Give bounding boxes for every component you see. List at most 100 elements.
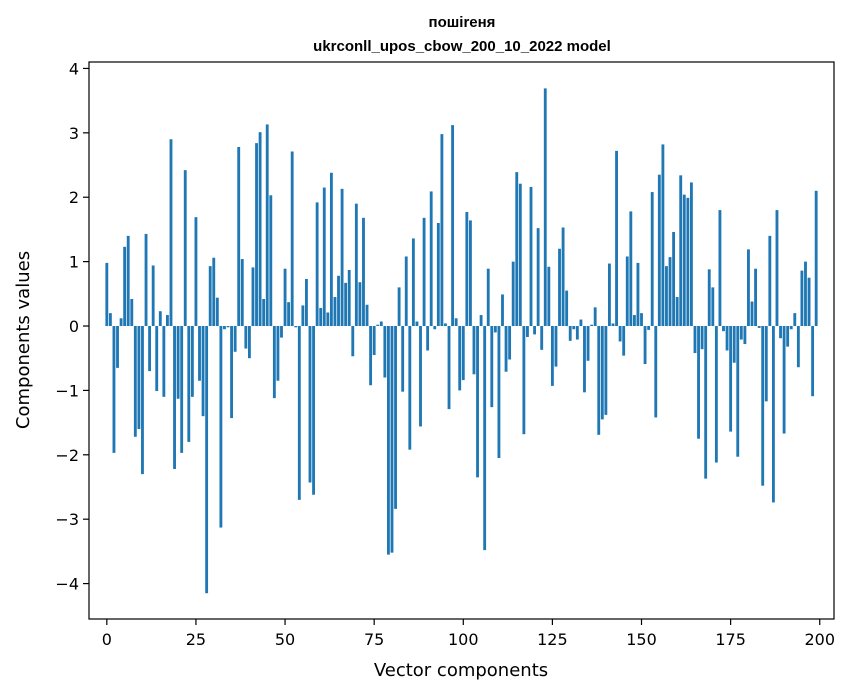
bar-59	[315, 202, 319, 327]
bar-191	[786, 326, 790, 347]
bar-113	[508, 326, 512, 360]
bar-165	[693, 326, 697, 354]
bar-22	[183, 170, 187, 327]
bar-177	[736, 326, 740, 457]
bar-117	[522, 326, 526, 435]
bar-86	[411, 238, 415, 327]
bar-104	[476, 326, 479, 478]
bar-139	[600, 326, 604, 420]
bar-14	[155, 326, 159, 392]
x-tick-label: 100	[448, 630, 479, 649]
chart-subtitle: ukrconll_upos_cbow_200_10_2022 model	[313, 38, 611, 55]
bar-5	[123, 246, 127, 327]
x-tick-label: 50	[275, 630, 295, 649]
bar-42	[255, 143, 258, 327]
bar-158	[668, 257, 672, 327]
bar-186	[768, 235, 772, 327]
bar-46	[269, 195, 273, 327]
bar-4	[119, 318, 123, 327]
bar-152	[647, 326, 651, 330]
bar-182	[754, 268, 757, 327]
bar-156	[661, 144, 665, 327]
bar-143	[615, 150, 618, 327]
bar-28	[205, 326, 209, 594]
bar-125	[550, 326, 554, 386]
bar-96	[447, 326, 451, 410]
bar-101	[465, 212, 469, 327]
bar-175	[729, 326, 733, 432]
bar-58	[312, 326, 315, 495]
bar-194	[796, 326, 800, 368]
bar-2	[112, 326, 116, 453]
bar-80	[390, 326, 394, 553]
bar-33	[223, 326, 226, 330]
bar-144	[618, 326, 622, 342]
bar-126	[554, 326, 558, 367]
bar-118	[526, 326, 529, 337]
bar-173	[722, 326, 725, 332]
bar-164	[689, 182, 693, 327]
bar-63	[329, 172, 333, 327]
bar-82	[397, 287, 401, 327]
bar-128	[561, 227, 565, 327]
bar-109	[493, 326, 497, 333]
bar-114	[511, 261, 515, 327]
bar-181	[750, 301, 754, 327]
bar-147	[629, 211, 633, 327]
bar-67	[344, 282, 348, 327]
bar-91	[429, 191, 433, 327]
bar-171	[714, 326, 718, 463]
bar-50	[283, 268, 287, 327]
bar-132	[575, 326, 579, 340]
bar-119	[529, 186, 533, 327]
bar-34	[226, 326, 230, 328]
bar-41	[251, 267, 255, 327]
x-tick-label: 150	[626, 630, 657, 649]
bar-170	[711, 287, 715, 327]
bar-180	[747, 249, 750, 327]
bar-127	[558, 248, 561, 327]
bar-12	[148, 326, 152, 372]
bar-1	[108, 313, 112, 327]
y-tick-label: −3	[55, 510, 79, 529]
bar-94	[440, 134, 444, 327]
bar-115	[515, 172, 519, 327]
bar-84	[404, 256, 408, 327]
bar-23	[187, 326, 191, 442]
bar-72	[362, 217, 365, 327]
bar-30	[212, 257, 216, 327]
x-axis-ticks: 0 25 50 75 100 125 150 175 200	[102, 619, 835, 649]
x-tick-label: 0	[102, 630, 112, 649]
bar-8	[133, 326, 137, 437]
bar-146	[625, 256, 629, 327]
bar-85	[408, 326, 412, 450]
bar-197	[807, 277, 811, 327]
bar-148	[632, 315, 636, 327]
bar-6	[126, 235, 130, 327]
bar-19	[173, 326, 176, 469]
bar-55	[301, 305, 305, 327]
bar-11	[144, 233, 148, 327]
bar-68	[347, 269, 351, 327]
bar-56	[305, 279, 308, 327]
bar-161	[679, 175, 683, 327]
bar-79	[387, 326, 390, 555]
bar-166	[697, 326, 700, 439]
bar-136	[590, 324, 594, 327]
bar-145	[622, 326, 626, 356]
bar-196	[804, 261, 807, 327]
bar-106	[483, 326, 487, 551]
bar-21	[180, 326, 184, 453]
bar-155	[657, 174, 661, 327]
bar-44	[262, 298, 266, 327]
y-tick-label: 0	[69, 317, 79, 336]
bar-43	[258, 132, 262, 327]
bar-168	[704, 326, 708, 479]
bar-26	[198, 326, 201, 381]
bar-9	[137, 326, 141, 430]
bar-142	[611, 323, 615, 327]
bar-124	[547, 266, 551, 327]
bar-10	[141, 326, 144, 475]
bar-123	[543, 88, 547, 327]
bar-62	[326, 312, 330, 327]
